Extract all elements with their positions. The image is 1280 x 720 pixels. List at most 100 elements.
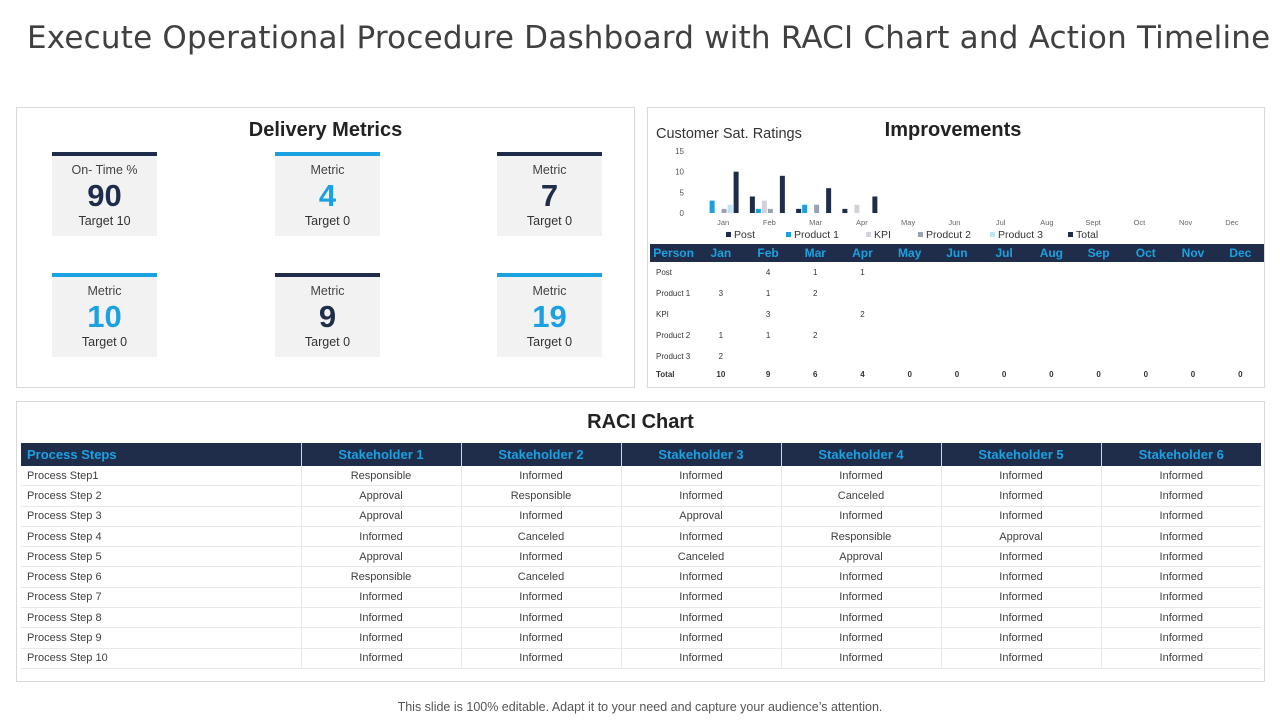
raci-cell: Informed (621, 587, 782, 609)
column-header: Feb (744, 244, 792, 262)
metric-label: Metric (87, 284, 122, 298)
bar (802, 204, 808, 213)
table-cell: 2 (813, 331, 818, 340)
process-step-label: Process Step1 (21, 466, 302, 487)
table-row: Product 3 2 (650, 346, 1264, 367)
metric-label: Metric (310, 163, 345, 177)
raci-cell: Informed (461, 607, 622, 629)
x-tick-label: Aug (1040, 218, 1053, 227)
table-row: Process Step 9 Informed Informed Informed In… (21, 627, 1261, 649)
table-cell (697, 304, 744, 325)
table-cell (1122, 325, 1169, 346)
process-step-label: Process Step 8 (21, 607, 302, 629)
bar (842, 208, 848, 213)
bar (854, 204, 860, 213)
footer-note: This slide is 100% editable. Adapt it to… (397, 700, 883, 714)
table-cell (933, 262, 980, 283)
raci-cell: Informed (1101, 466, 1261, 487)
raci-cell: Informed (1101, 648, 1261, 669)
table-cell (1075, 262, 1122, 283)
process-step-label: Process Step 6 (21, 566, 302, 588)
table-cell (933, 304, 980, 325)
legend-label: Product 3 (998, 229, 1043, 241)
table-cell (886, 346, 933, 367)
table-cell: 0 (954, 369, 960, 379)
table-cell (981, 325, 1028, 346)
x-tick-label: Feb (763, 218, 776, 227)
column-header: Jan (697, 244, 745, 262)
table-cell: 1 (765, 289, 771, 298)
column-header: Stakeholder 5 (941, 443, 1102, 466)
table-cell (1075, 304, 1122, 325)
table-cell (792, 346, 839, 367)
metric-card: On- Time % 90 Target 10 (52, 152, 157, 236)
table-cell: 1 (813, 268, 818, 277)
metric-label: Metric (532, 284, 567, 298)
raci-cell: Informed (461, 627, 622, 649)
table-cell (839, 325, 886, 346)
page-title: Execute Operational Procedure Dashboard … (27, 20, 1280, 56)
table-cell: 3 (718, 289, 724, 298)
delivery-metrics-panel: Delivery Metrics On- Time % 90 Target 10… (16, 107, 635, 388)
bar (721, 208, 727, 213)
table-cell: 0 (1096, 369, 1101, 379)
table-row: Process Step 3 Approval Informed Approval In… (21, 506, 1261, 527)
table-cell (1122, 262, 1169, 283)
column-header: Jul (980, 244, 1028, 262)
legend-label: Prodcut 2 (926, 229, 971, 241)
process-step-label: Process Step 9 (21, 627, 302, 649)
raci-cell: Informed (621, 627, 782, 649)
table-cell: 9 (765, 369, 771, 379)
raci-cell: Informed (941, 648, 1102, 669)
y-tick-label: 15 (675, 147, 684, 156)
raci-cell: Approval (301, 546, 462, 568)
bar (826, 188, 832, 213)
bar (814, 204, 820, 213)
table-cell (1028, 262, 1075, 283)
table-cell (1075, 283, 1122, 304)
raci-cell: Approval (941, 526, 1102, 548)
table-cell (886, 304, 933, 325)
raci-cell: Informed (781, 466, 942, 487)
table-cell (1217, 304, 1264, 325)
customer-sat-chart: 0 5 10 15 Jan Feb Mar Apr May Jun Jul Aug Sept Oct Nov… (675, 147, 1239, 241)
table-cell (1169, 262, 1216, 283)
legend-swatch (786, 232, 791, 237)
bar (779, 175, 785, 213)
table-cell (933, 346, 980, 367)
column-header: Mar (791, 244, 839, 262)
column-header: Oct (1122, 244, 1170, 262)
raci-cell: Informed (781, 607, 942, 629)
bar (749, 196, 755, 213)
legend-swatch (990, 232, 995, 237)
table-cell: 2 (813, 289, 818, 298)
raci-cell: Responsible (301, 566, 462, 588)
table-cell: 0 (1001, 369, 1007, 379)
legend-label: KPI (874, 229, 891, 241)
metric-target: Target 0 (304, 214, 351, 228)
table-cell: 2 (718, 352, 724, 361)
legend-label: Post (734, 229, 755, 241)
table-row: Process Step1 Responsible Informed Informed… (21, 466, 1261, 487)
raci-cell: Informed (461, 648, 622, 669)
table-cell (1028, 346, 1075, 367)
raci-cell: Responsible (301, 466, 462, 487)
row-label: Total (656, 369, 675, 379)
x-tick-label: Jul (996, 218, 1006, 227)
bar (872, 196, 878, 213)
table-cell: 2 (860, 310, 865, 319)
table-cell: 3 (765, 310, 771, 319)
raci-cell: Informed (301, 587, 462, 609)
column-header: Aug (1027, 244, 1075, 262)
column-header: Stakeholder 2 (461, 443, 622, 466)
raci-cell: Canceled (781, 485, 942, 507)
row-label: KPI (656, 310, 669, 319)
legend-swatch (1068, 232, 1073, 237)
column-header: May (886, 244, 934, 262)
raci-cell: Informed (781, 627, 942, 649)
table-row: Post 4 1 1 (650, 262, 1264, 283)
table-cell (1122, 304, 1169, 325)
raci-cell: Informed (461, 587, 622, 609)
table-row: Process Step 4 Informed Canceled Informed Re… (21, 526, 1261, 548)
